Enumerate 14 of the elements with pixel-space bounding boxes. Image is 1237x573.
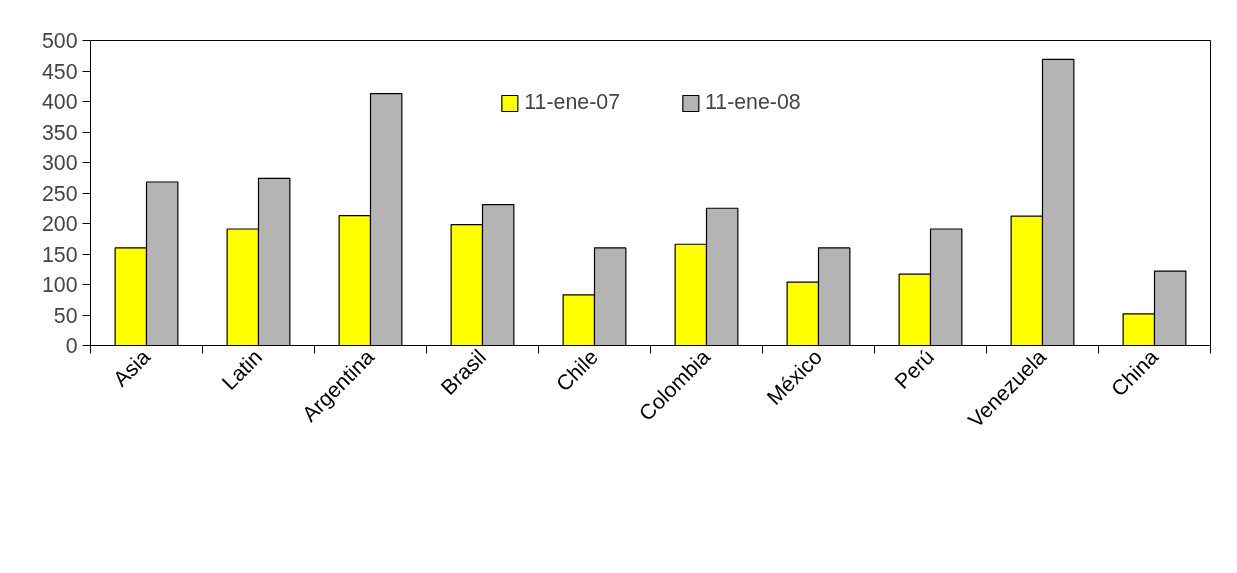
y-tick-label: 300	[41, 151, 78, 175]
y-tick-label: 50	[53, 303, 78, 328]
y-tick-label: 500	[41, 29, 78, 53]
legend-label: 11-ene-08	[705, 90, 801, 115]
y-tick-label: 0	[65, 334, 78, 358]
y-tick-label: 350	[41, 120, 78, 145]
y-tick-label: 100	[41, 273, 78, 297]
y-tick-label: 150	[41, 242, 78, 267]
y-tick-label: 250	[41, 181, 78, 206]
y-tick-label: 400	[41, 90, 78, 114]
legend-label: 11-ene-07	[524, 90, 620, 115]
y-tick-label: 450	[41, 59, 78, 84]
x-tick-label: Asia	[108, 344, 156, 392]
y-tick-label: 200	[41, 212, 78, 236]
